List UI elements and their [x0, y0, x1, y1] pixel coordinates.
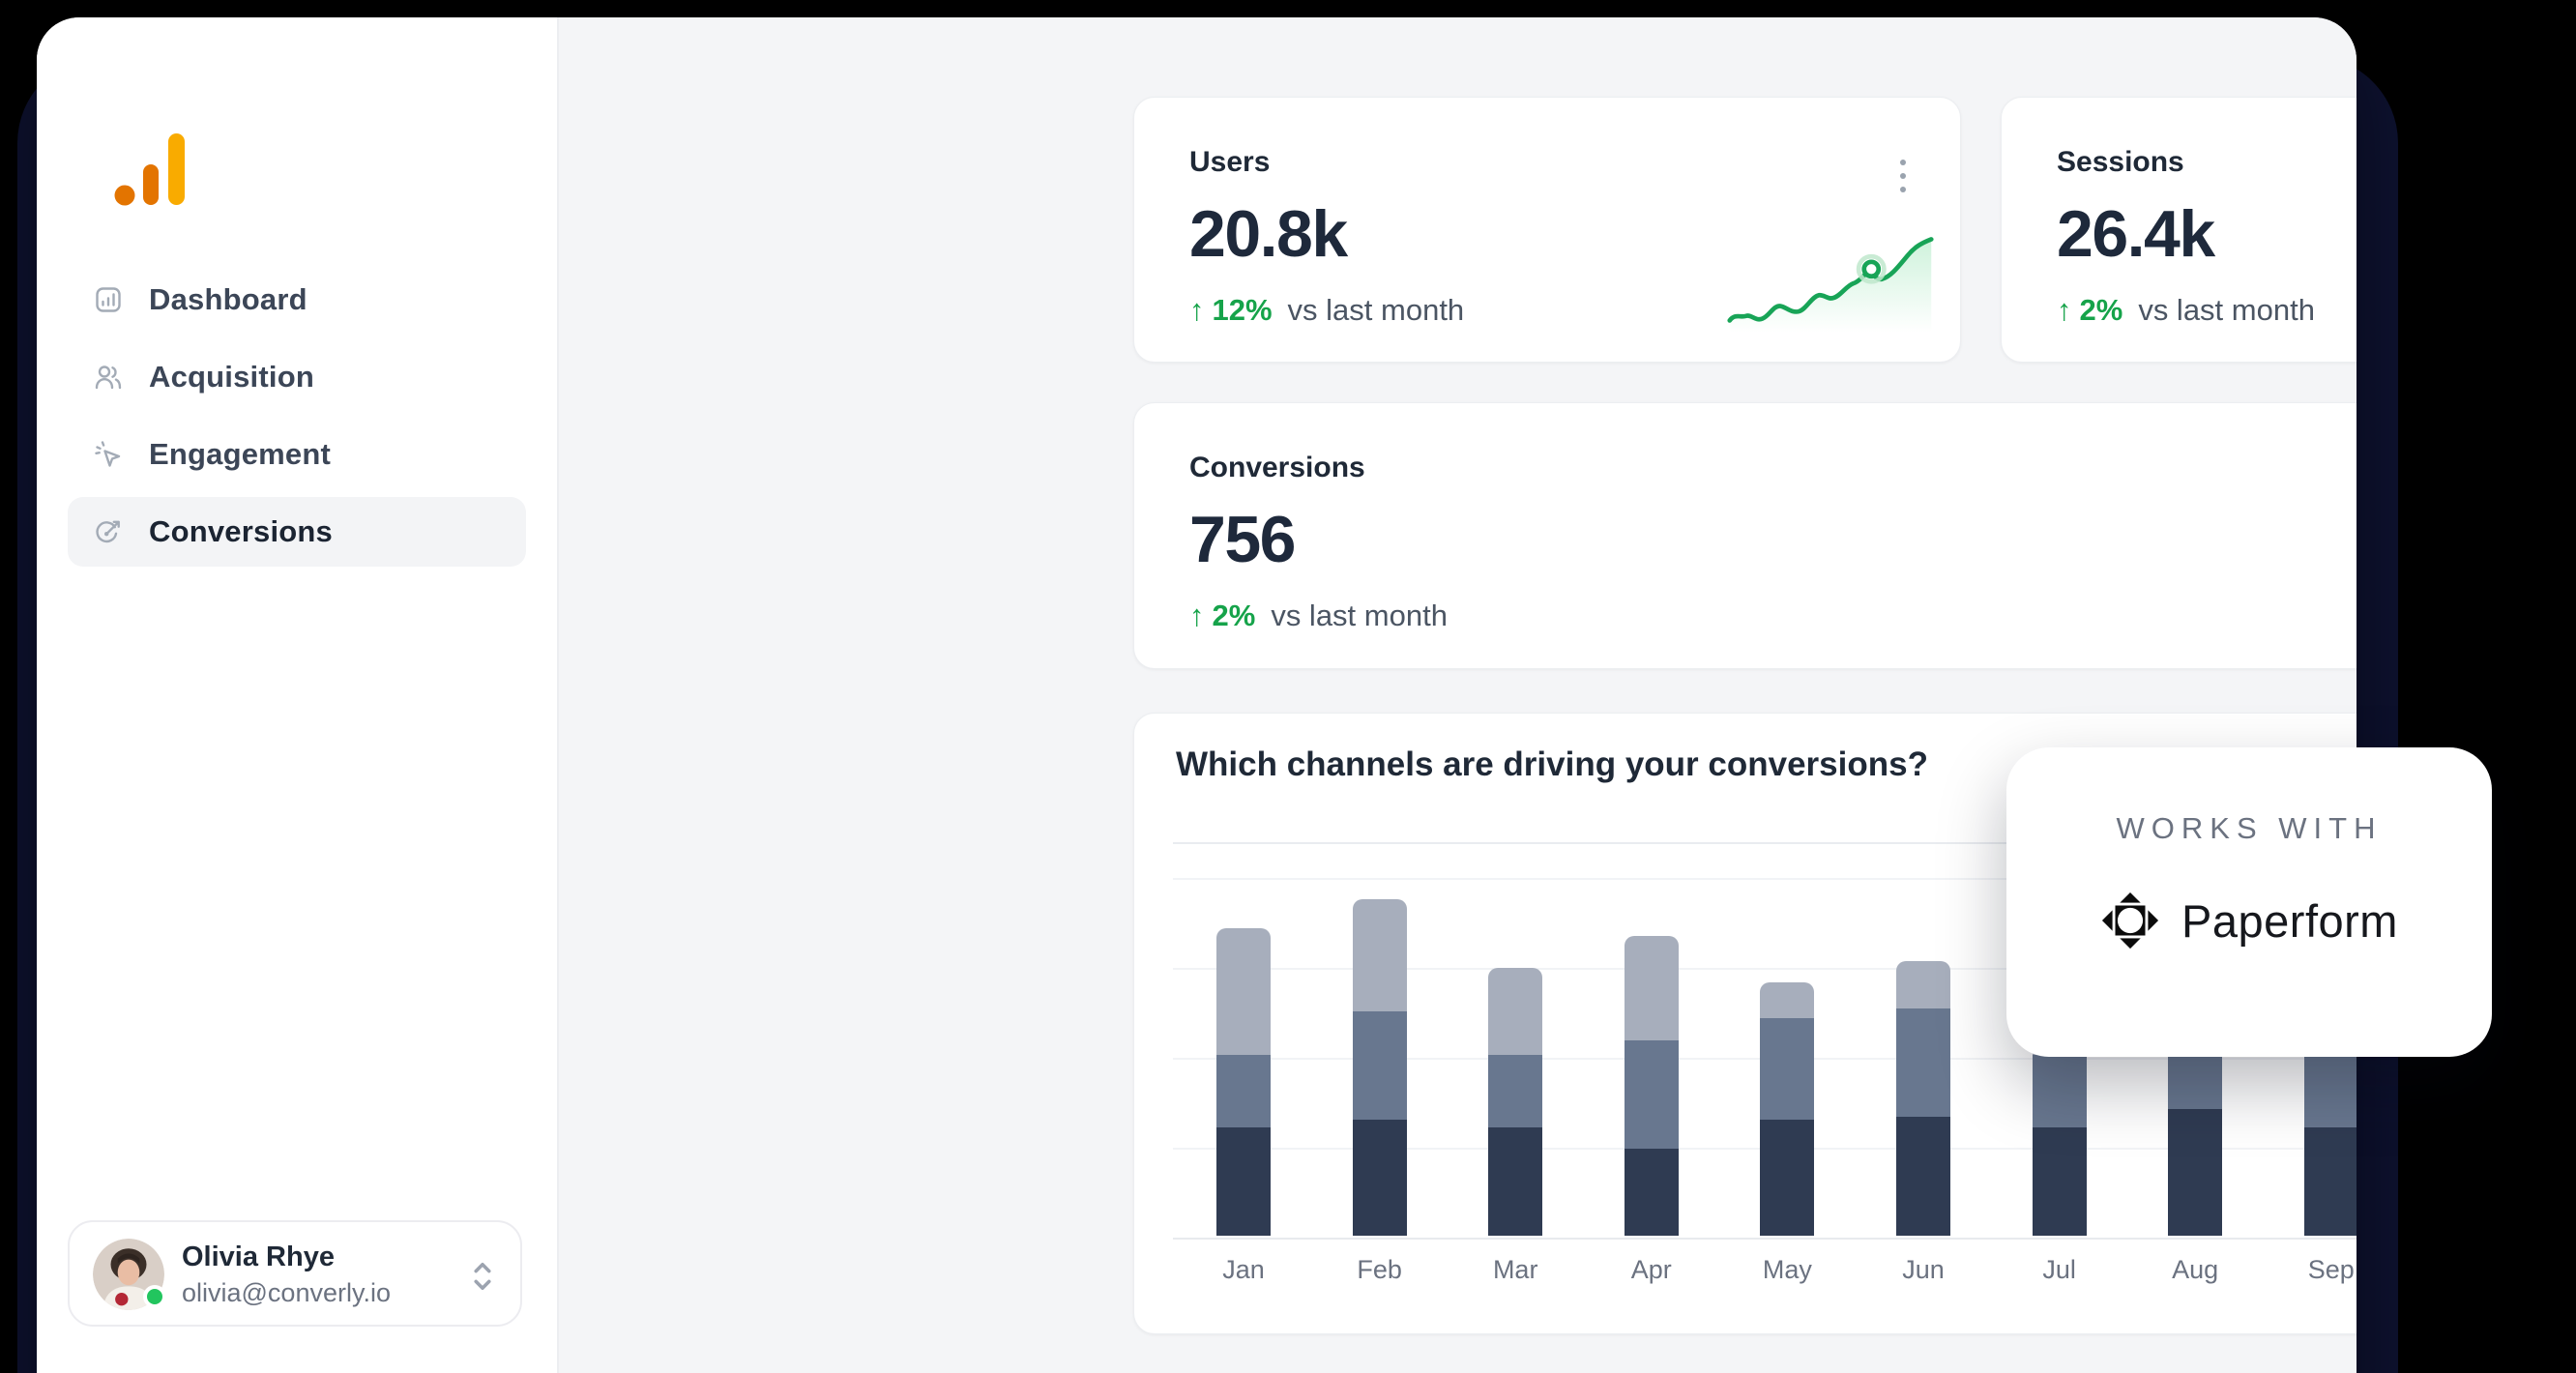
stat-title: Users — [1189, 146, 1271, 178]
works-with-card: WORKS WITH Paperform — [2006, 747, 2492, 1057]
bar-segment — [1896, 1117, 1950, 1236]
bar-segment — [1352, 1120, 1407, 1236]
x-tick-label: May — [1762, 1255, 1812, 1284]
stat-card-conversions: Conversions 756 ↑ 2% vs last month — [1133, 402, 2356, 669]
sidebar-item-label: Conversions — [149, 514, 333, 548]
stat-value: 20.8k — [1189, 197, 1348, 271]
works-with-eyebrow: WORKS WITH — [2116, 811, 2383, 845]
goal-icon — [96, 520, 120, 543]
sidebar-item-label: Dashboard — [149, 282, 307, 316]
x-tick-label: Aug — [2172, 1255, 2219, 1284]
sidebar-item-label: Engagement — [149, 437, 332, 471]
sidebar-item-engagement[interactable]: Engagement — [68, 420, 526, 489]
bar-apr[interactable] — [1624, 936, 1679, 1236]
sidebar-item-label: Acquisition — [149, 360, 314, 394]
bar-jun[interactable] — [1896, 961, 1950, 1236]
compare-label: vs last month — [1271, 599, 1448, 632]
bar-mar[interactable] — [1488, 968, 1543, 1236]
delta-percent: 12% — [1212, 293, 1273, 327]
up-arrow-icon: ↑ — [2057, 293, 2072, 327]
bar-segment — [1624, 1149, 1679, 1236]
stat-delta: ↑ 2% vs last month — [2057, 293, 2315, 328]
bar-segment — [1352, 899, 1407, 1011]
bar-segment — [1760, 982, 1815, 1018]
dashboard-icon — [96, 287, 121, 312]
stat-delta: ↑ 2% vs last month — [1189, 599, 1448, 633]
up-arrow-icon: ↑ — [1189, 599, 1205, 632]
stat-title: Sessions — [2057, 146, 2184, 178]
x-tick-label: Mar — [1492, 1255, 1538, 1284]
users-icon — [95, 365, 122, 390]
sidebar-item-conversions[interactable]: Conversions — [68, 497, 526, 567]
bar-segment — [1760, 1018, 1815, 1120]
compare-label: vs last month — [1287, 293, 1465, 327]
profile-name: Olivia Rhye — [182, 1242, 335, 1272]
stat-card-users: Users 20.8k ↑ 12% vs last month — [1133, 97, 1961, 363]
pointer-sparkle-icon — [95, 441, 121, 467]
bar-segment — [1216, 928, 1271, 1055]
x-tick-label: Jan — [1222, 1255, 1265, 1284]
brand-name: Paperform — [2181, 894, 2398, 947]
x-tick-label: Apr — [1630, 1255, 1672, 1284]
x-tick-label: Jun — [1902, 1255, 1945, 1284]
bar-segment — [1624, 1040, 1679, 1149]
bar-may[interactable] — [1760, 982, 1815, 1236]
bar-segment — [1760, 1120, 1815, 1236]
x-tick-label: Feb — [1357, 1255, 1402, 1284]
main-content: Users 20.8k ↑ 12% vs last month Sessions — [559, 17, 2356, 1373]
chevron-up-down-icon[interactable] — [466, 1258, 499, 1295]
online-status-dot — [143, 1285, 166, 1308]
analytics-logo-icon — [114, 133, 185, 206]
app-window: Dashboard Acquisition — [37, 17, 2356, 1373]
bar-segment — [1216, 1055, 1271, 1127]
stat-delta: ↑ 12% vs last month — [1189, 293, 1464, 328]
bar-segment — [2303, 1127, 2356, 1236]
bar-segment — [1352, 1011, 1407, 1120]
avatar — [93, 1239, 166, 1310]
delta-percent: 2% — [1212, 599, 1256, 632]
bar-segment — [2032, 1055, 2087, 1127]
profile-card[interactable]: Olivia Rhye olivia@converly.io — [68, 1220, 522, 1327]
compare-label: vs last month — [2138, 293, 2315, 327]
sparkline-chart — [1726, 232, 1935, 340]
stat-value: 26.4k — [2057, 197, 2215, 271]
up-arrow-icon: ↑ — [1189, 293, 1205, 327]
bar-segment — [1896, 961, 1950, 1008]
stat-value: 756 — [1189, 503, 1296, 576]
kebab-menu-icon[interactable] — [1894, 154, 1912, 198]
bar-feb[interactable] — [1352, 899, 1407, 1236]
bar-segment — [1488, 968, 1543, 1055]
bar-segment — [2032, 1127, 2087, 1236]
paperform-logo-icon — [2101, 891, 2159, 949]
bar-segment — [2168, 1109, 2223, 1236]
bar-segment — [1896, 1008, 1950, 1117]
header-divider — [1173, 842, 2356, 844]
bar-jan[interactable] — [1216, 928, 1271, 1236]
bar-segment — [1488, 1127, 1543, 1236]
bar-segment — [2303, 1055, 2356, 1127]
delta-percent: 2% — [2079, 293, 2123, 327]
bar-segment — [1216, 1127, 1271, 1236]
sidebar: Dashboard Acquisition — [37, 17, 559, 1373]
sidebar-item-acquisition[interactable]: Acquisition — [68, 342, 526, 412]
chart-title: Which channels are driving your conversi… — [1176, 745, 1928, 783]
sidebar-item-dashboard[interactable]: Dashboard — [68, 265, 526, 335]
sidebar-nav: Dashboard Acquisition — [68, 265, 526, 574]
x-tick-label: Jul — [2042, 1255, 2076, 1284]
gridline — [1173, 878, 2356, 880]
stat-title: Conversions — [1189, 452, 1365, 483]
bar-segment — [1488, 1055, 1543, 1127]
x-tick-label: Sep — [2307, 1255, 2355, 1284]
stat-card-sessions: Sessions 26.4k ↑ 2% vs last month — [2001, 97, 2356, 363]
brand-row: Paperform — [2006, 891, 2492, 950]
profile-email: olivia@converly.io — [182, 1278, 391, 1307]
bar-segment — [1624, 936, 1679, 1040]
gridline — [1173, 968, 2356, 970]
x-axis-line — [1173, 1238, 2356, 1240]
